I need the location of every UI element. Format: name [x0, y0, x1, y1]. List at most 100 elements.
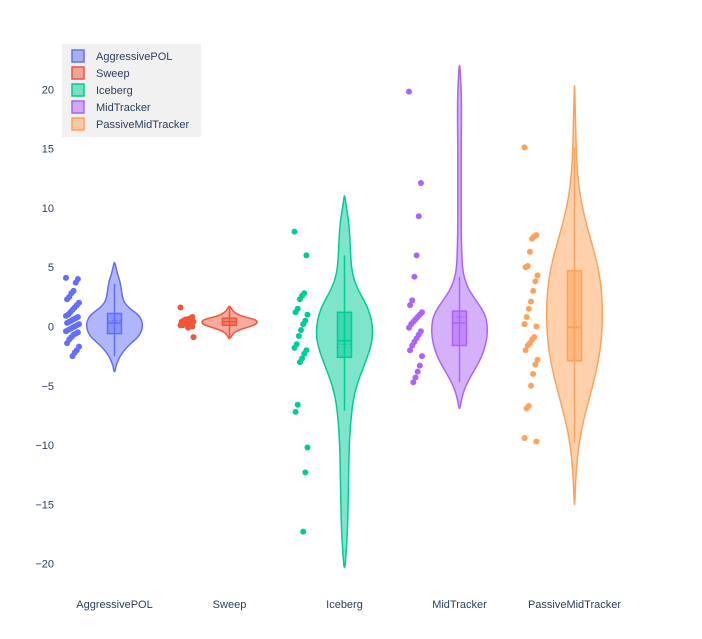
data-point[interactable]	[292, 309, 299, 316]
data-point[interactable]	[524, 342, 531, 349]
data-point[interactable]	[523, 405, 530, 412]
data-point[interactable]	[63, 328, 69, 335]
data-point[interactable]	[532, 361, 539, 368]
legend-item-passivemidtracker[interactable]: PassiveMidTracker	[71, 117, 189, 131]
data-point[interactable]	[412, 374, 419, 381]
data-point[interactable]	[72, 279, 79, 286]
y-axis-ticks: −20 −15 −10 −5 0 5 10 15 20	[35, 84, 54, 570]
data-point[interactable]	[534, 356, 541, 363]
data-point[interactable]	[304, 444, 311, 451]
data-point[interactable]	[416, 362, 423, 369]
legend-label: Sweep	[96, 68, 130, 80]
data-point[interactable]	[523, 314, 530, 321]
data-point[interactable]	[294, 401, 301, 408]
legend[interactable]: AggressivePOL Sweep Iceberg MidTracker Passi…	[62, 44, 201, 137]
violin-trace-sweep[interactable]	[177, 304, 258, 341]
legend-swatch	[71, 49, 85, 63]
data-point[interactable]	[304, 311, 311, 318]
legend-item-sweep[interactable]: Sweep	[71, 66, 130, 80]
data-point[interactable]	[410, 379, 417, 386]
data-point[interactable]	[419, 353, 425, 360]
data-point[interactable]	[409, 297, 416, 304]
data-point[interactable]	[528, 298, 534, 305]
data-point[interactable]	[525, 305, 532, 312]
legend-label: PassiveMidTracker	[96, 119, 189, 131]
legend-swatch	[71, 117, 85, 131]
legend-label: AggressivePOL	[96, 51, 172, 63]
points-iceberg	[291, 228, 311, 535]
data-point[interactable]	[522, 347, 529, 354]
data-point[interactable]	[298, 327, 304, 334]
data-point[interactable]	[178, 321, 185, 328]
data-point[interactable]	[292, 408, 299, 415]
data-point[interactable]	[411, 273, 418, 280]
legend-item-iceberg[interactable]: Iceberg	[71, 83, 133, 97]
violin-trace-aggressivepol[interactable]	[63, 261, 144, 373]
box-iqr	[566, 270, 583, 362]
data-point[interactable]	[533, 323, 540, 330]
box-iqr	[451, 310, 468, 347]
data-point[interactable]	[301, 350, 308, 357]
data-point[interactable]	[521, 434, 528, 441]
data-point[interactable]	[522, 264, 529, 271]
data-point[interactable]	[409, 342, 416, 349]
data-point[interactable]	[64, 340, 71, 347]
data-point[interactable]	[532, 278, 539, 285]
points-passivemidtracker	[521, 144, 541, 445]
data-point[interactable]	[521, 321, 528, 328]
data-point[interactable]	[534, 272, 541, 279]
data-point[interactable]	[69, 353, 76, 360]
data-point[interactable]	[530, 287, 537, 294]
data-point[interactable]	[190, 334, 197, 341]
data-point[interactable]	[296, 359, 303, 366]
data-point[interactable]	[526, 248, 533, 255]
legend-swatch	[71, 100, 85, 114]
data-point[interactable]	[300, 321, 307, 328]
data-point[interactable]	[413, 252, 420, 259]
x-tick-label: AggressivePOL	[76, 599, 152, 611]
violin-trace-iceberg[interactable]	[291, 195, 374, 569]
data-point[interactable]	[415, 213, 422, 220]
x-tick-label: Iceberg	[326, 599, 363, 611]
violin-trace-passivemidtracker[interactable]	[521, 84, 604, 506]
y-tick-label: −15	[35, 499, 54, 511]
legend-item-midtracker[interactable]: MidTracker	[71, 100, 151, 114]
data-point[interactable]	[406, 88, 412, 95]
data-point[interactable]	[521, 144, 528, 151]
legend-swatch	[71, 83, 85, 97]
data-point[interactable]	[406, 324, 412, 331]
data-point[interactable]	[296, 296, 303, 303]
data-point[interactable]	[63, 274, 69, 281]
data-point[interactable]	[302, 469, 309, 476]
data-point[interactable]	[63, 312, 69, 319]
data-point[interactable]	[177, 304, 184, 311]
y-tick-label: −10	[35, 440, 54, 452]
legend-background	[62, 44, 201, 137]
data-point[interactable]	[529, 235, 536, 242]
data-point[interactable]	[533, 438, 540, 445]
violin-body	[430, 64, 489, 410]
violin-trace-midtracker[interactable]	[406, 64, 489, 410]
y-tick-label: 15	[42, 144, 54, 156]
data-point[interactable]	[530, 370, 537, 377]
data-point[interactable]	[291, 344, 298, 351]
data-point[interactable]	[414, 368, 421, 375]
data-point[interactable]	[407, 302, 414, 309]
legend-item-aggressivepol[interactable]: AggressivePOL	[71, 49, 172, 63]
box-iqr	[336, 311, 353, 359]
data-point[interactable]	[407, 347, 414, 354]
data-point[interactable]	[291, 228, 298, 235]
data-point[interactable]	[64, 319, 71, 326]
x-tick-label: Sweep	[213, 599, 247, 611]
x-tick-label: PassiveMidTracker	[528, 599, 621, 611]
data-point[interactable]	[64, 296, 71, 303]
data-point[interactable]	[417, 179, 424, 186]
data-point[interactable]	[528, 382, 534, 389]
data-point[interactable]	[303, 252, 310, 259]
y-tick-label: −5	[41, 381, 54, 393]
data-point[interactable]	[185, 324, 192, 331]
data-point[interactable]	[300, 528, 307, 535]
data-point[interactable]	[295, 332, 302, 339]
